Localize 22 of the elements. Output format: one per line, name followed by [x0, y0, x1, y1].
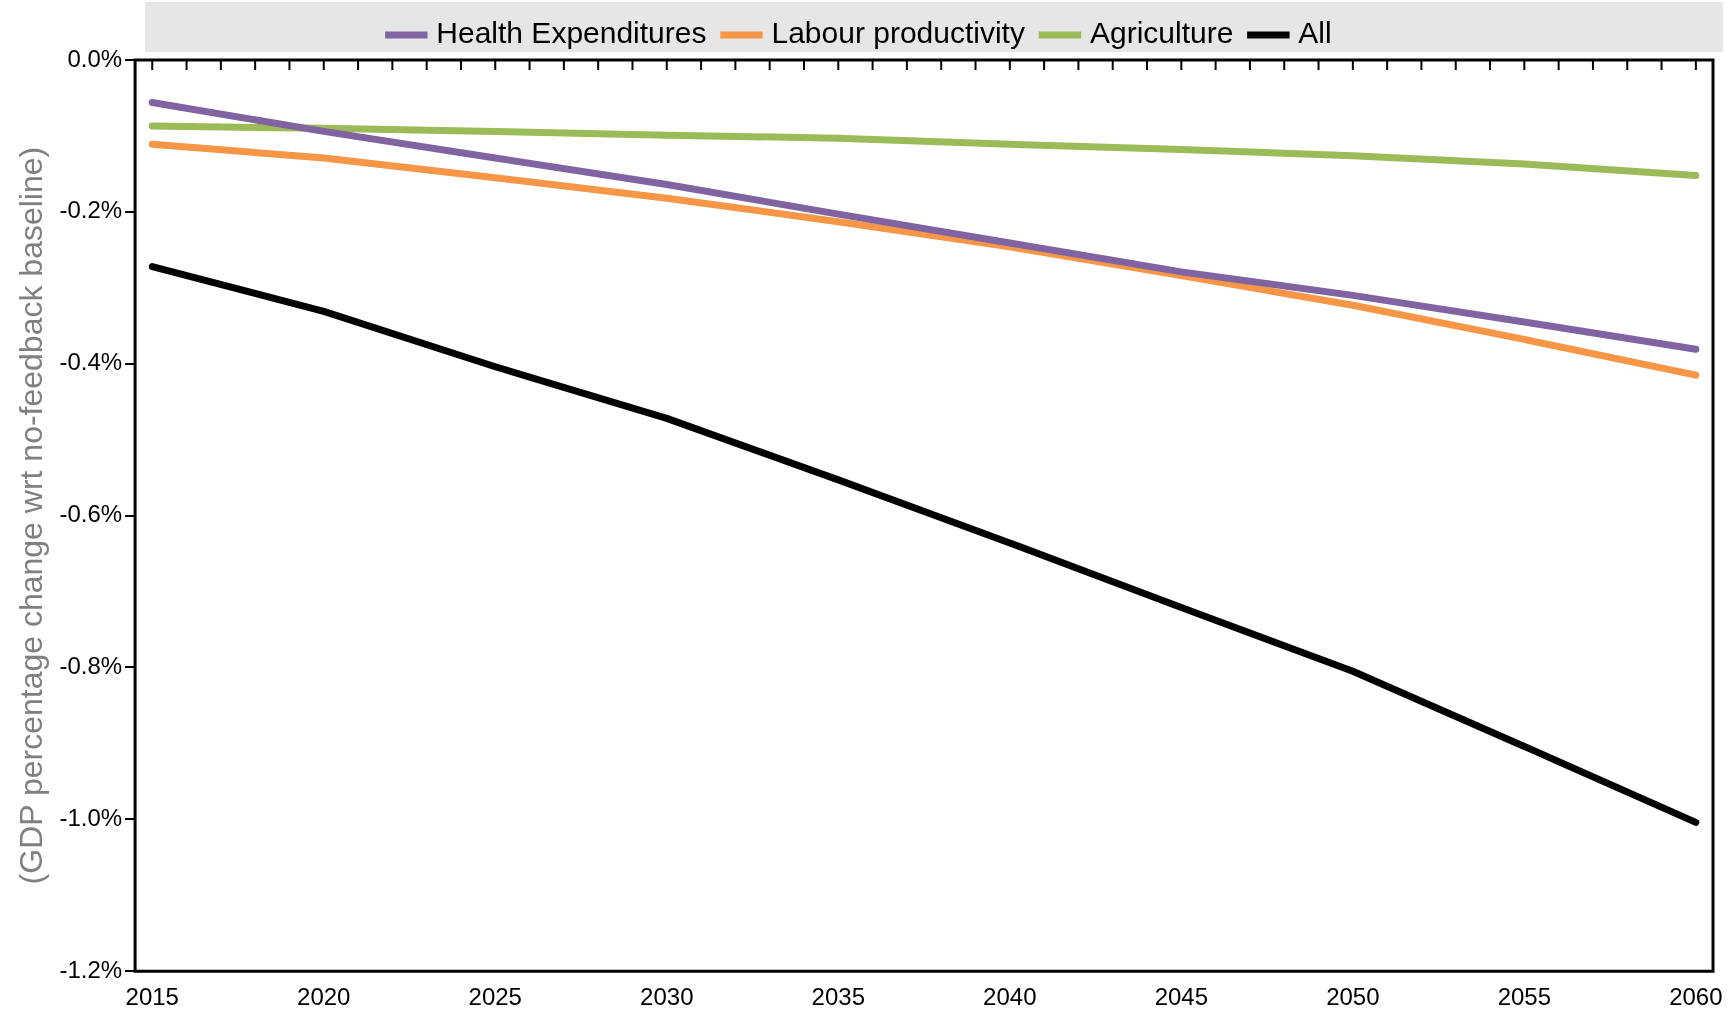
legend-label: Labour productivity [771, 16, 1025, 50]
x-tick-label: 2030 [640, 983, 694, 1011]
x-tick-label: 2035 [811, 983, 865, 1011]
legend-label: Agriculture [1089, 16, 1234, 50]
y-tick-label: 0.0% [67, 44, 123, 72]
x-tick-label: 2050 [1326, 983, 1380, 1011]
y-tick-label: -0.8% [59, 652, 123, 680]
legend-label: Health Expenditures [436, 16, 707, 50]
y-axis-title: (GDP percentage change wrt no-feedback baseline) [13, 146, 50, 885]
y-tick-label: -0.2% [59, 196, 123, 224]
x-tick-label: 2020 [297, 983, 351, 1011]
legend-label: All [1298, 16, 1332, 50]
x-tick-label: 2055 [1497, 983, 1552, 1011]
y-tick-label: -0.6% [59, 500, 123, 528]
x-tick-label: 2045 [1154, 983, 1209, 1011]
x-tick-label: 2025 [468, 983, 522, 1011]
y-tick-label: -1.0% [59, 803, 123, 831]
y-tick-label: -1.2% [59, 955, 123, 983]
y-tick-label: -0.4% [59, 348, 123, 376]
x-tick-label: 2040 [983, 983, 1037, 1011]
x-tick-label: 2015 [125, 983, 179, 1011]
x-tick-label: 2060 [1669, 983, 1723, 1011]
